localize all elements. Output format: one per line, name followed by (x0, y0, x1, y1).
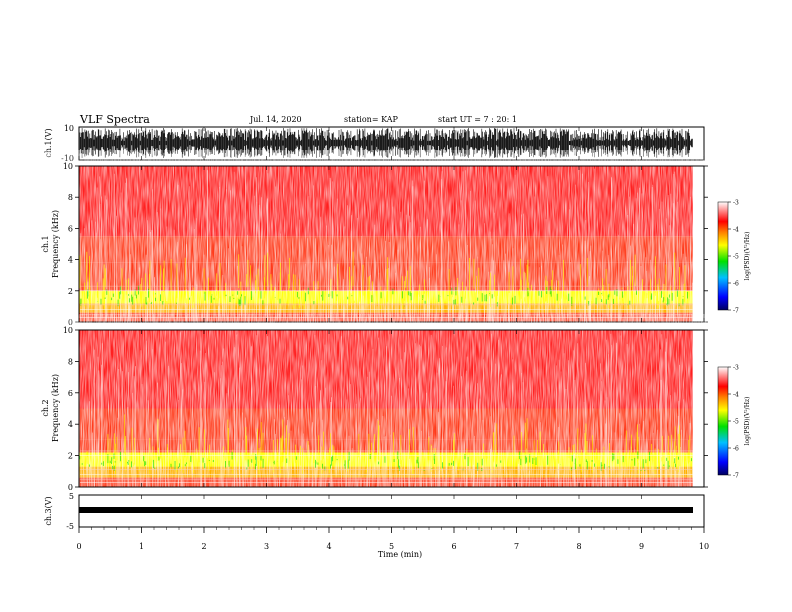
date-label: Jul. 14, 2020 (249, 115, 302, 124)
ch1-spectrogram-ytick-label: 0 (68, 318, 73, 327)
colorbar-ch2-label: log(PSD)(V²/Hz) (744, 397, 751, 446)
time-axis-tick-label: 0 (76, 542, 81, 551)
time-axis-tick-label: 9 (639, 542, 644, 551)
ch2-spectrogram-ytick-label: 0 (68, 483, 73, 492)
ch1-ytick-top: 10 (64, 124, 74, 133)
ch1-spectrogram-ytick-label: 6 (68, 224, 73, 233)
time-axis-tick-label: 7 (514, 542, 519, 551)
ch2-spectrogram-green-bursts (79, 451, 692, 471)
time-axis-tick-label: 4 (326, 542, 331, 551)
ch1-spectrogram-image (79, 166, 693, 322)
colorbar-ch2-tick-label: -3 (733, 365, 739, 372)
colorbar-ch2-ticks: -3 -4 -5 -6 -7 (728, 365, 739, 480)
time-axis-tick-label: 5 (389, 542, 394, 551)
ch1-waveform-ylabel: ch.1(V) (44, 128, 53, 157)
ch2-spectrogram-ytick-label: 8 (68, 357, 73, 366)
time-axis-tick-label: 3 (264, 542, 269, 551)
colorbar-ch1-label: log(PSD)(V²/Hz) (744, 232, 751, 281)
colorbar-ch1-bar (717, 201, 729, 311)
colorbar-ch2: -3 -4 -5 -6 -7 log(PSD)(V²/Hz) (717, 365, 751, 480)
colorbar-ch1: -3 -4 -5 -6 -7 log(PSD)(V²/Hz) (717, 200, 751, 315)
colorbar-ch2-bar (717, 366, 729, 476)
ch3-waveform-ylabel: ch.3(V) (44, 496, 53, 525)
ch2-spectrogram-ytick-label: 4 (68, 420, 73, 429)
colorbar-ch2-tick-label: -6 (733, 446, 739, 453)
ch2-spectrogram-yticks: 0 2 4 6 8 10 (63, 326, 708, 492)
ch1-spectrogram-panel: 0 2 4 6 8 10 ch.1 Frequency (kHz) (41, 162, 708, 327)
ch1-waveform-trace (79, 128, 693, 158)
ch2-spectrogram-image (79, 330, 693, 487)
ch2-spectrogram-ytick-label: 10 (63, 326, 73, 335)
ch3-ytick-top: 5 (69, 492, 74, 501)
colorbar-ch1-tick-label: -5 (733, 254, 739, 261)
ch1-ytick-bottom: -10 (61, 154, 74, 163)
ch3-waveform-trace (79, 507, 693, 513)
ch2-channel-label: ch.2 (41, 399, 50, 416)
colorbar-ch1-tick-label: -6 (733, 281, 739, 288)
ch2-frequency-label: Frequency (kHz) (51, 374, 60, 442)
ch1-waveform-line (79, 128, 693, 158)
ch1-spectrogram-ytick-label: 4 (68, 256, 73, 265)
time-axis-label: Time (min) (378, 550, 422, 559)
time-axis-tick-label: 6 (451, 542, 456, 551)
figure-title: VLF Spectra (79, 113, 150, 126)
ch1-spectrogram-speckle (79, 166, 693, 322)
colorbar-ch2-tick-label: -7 (733, 473, 739, 480)
colorbar-ch1-ticks: -3 -4 -5 -6 -7 (728, 200, 739, 315)
ch2-spectrogram-ytick-label: 6 (68, 389, 73, 398)
colorbar-ch1-tick-label: -3 (733, 200, 739, 207)
time-axis-tick-label: 1 (139, 542, 144, 551)
time-axis-tick-label: 10 (699, 542, 709, 551)
colorbar-ch1-tick-label: -7 (733, 308, 739, 315)
ch1-spectrogram-ytick-label: 10 (63, 162, 73, 171)
ch1-channel-label: ch.1 (41, 235, 50, 252)
station-label: station= KAP (344, 115, 399, 124)
colorbar-ch1-tick-label: -4 (733, 227, 739, 234)
ch3-waveform-panel: 5 -5 ch.3(V) (44, 492, 705, 531)
ch1-waveform-panel: 10 -10 ch.1(V) (44, 124, 705, 163)
time-axis-tick-label: 2 (201, 542, 206, 551)
ch1-spectrogram-yticks: 0 2 4 6 8 10 (63, 162, 708, 327)
time-axis: 0 1 2 3 4 5 6 7 8 9 10 (76, 127, 709, 551)
ch2-spectrogram-ytick-label: 2 (68, 452, 73, 461)
ch1-spectrogram-ytick-label: 2 (68, 287, 73, 296)
start-time-label: start UT = 7 : 20: 1 (438, 115, 517, 124)
ch1-spectrogram-ytick-label: 8 (68, 193, 73, 202)
ch3-ytick-bottom: -5 (66, 522, 74, 531)
ch1-frequency-label: Frequency (kHz) (51, 210, 60, 278)
ch2-spectrogram-yellow-bursts (86, 414, 691, 475)
colorbar-ch2-tick-label: -4 (733, 392, 739, 399)
colorbar-ch2-tick-label: -5 (733, 419, 739, 426)
ch2-spectrogram-panel: 0 2 4 6 8 10 ch.2 Frequency (kHz) (41, 326, 708, 492)
ch1-spectrogram-green-bursts (80, 285, 688, 307)
time-axis-tick-label: 8 (576, 542, 581, 551)
